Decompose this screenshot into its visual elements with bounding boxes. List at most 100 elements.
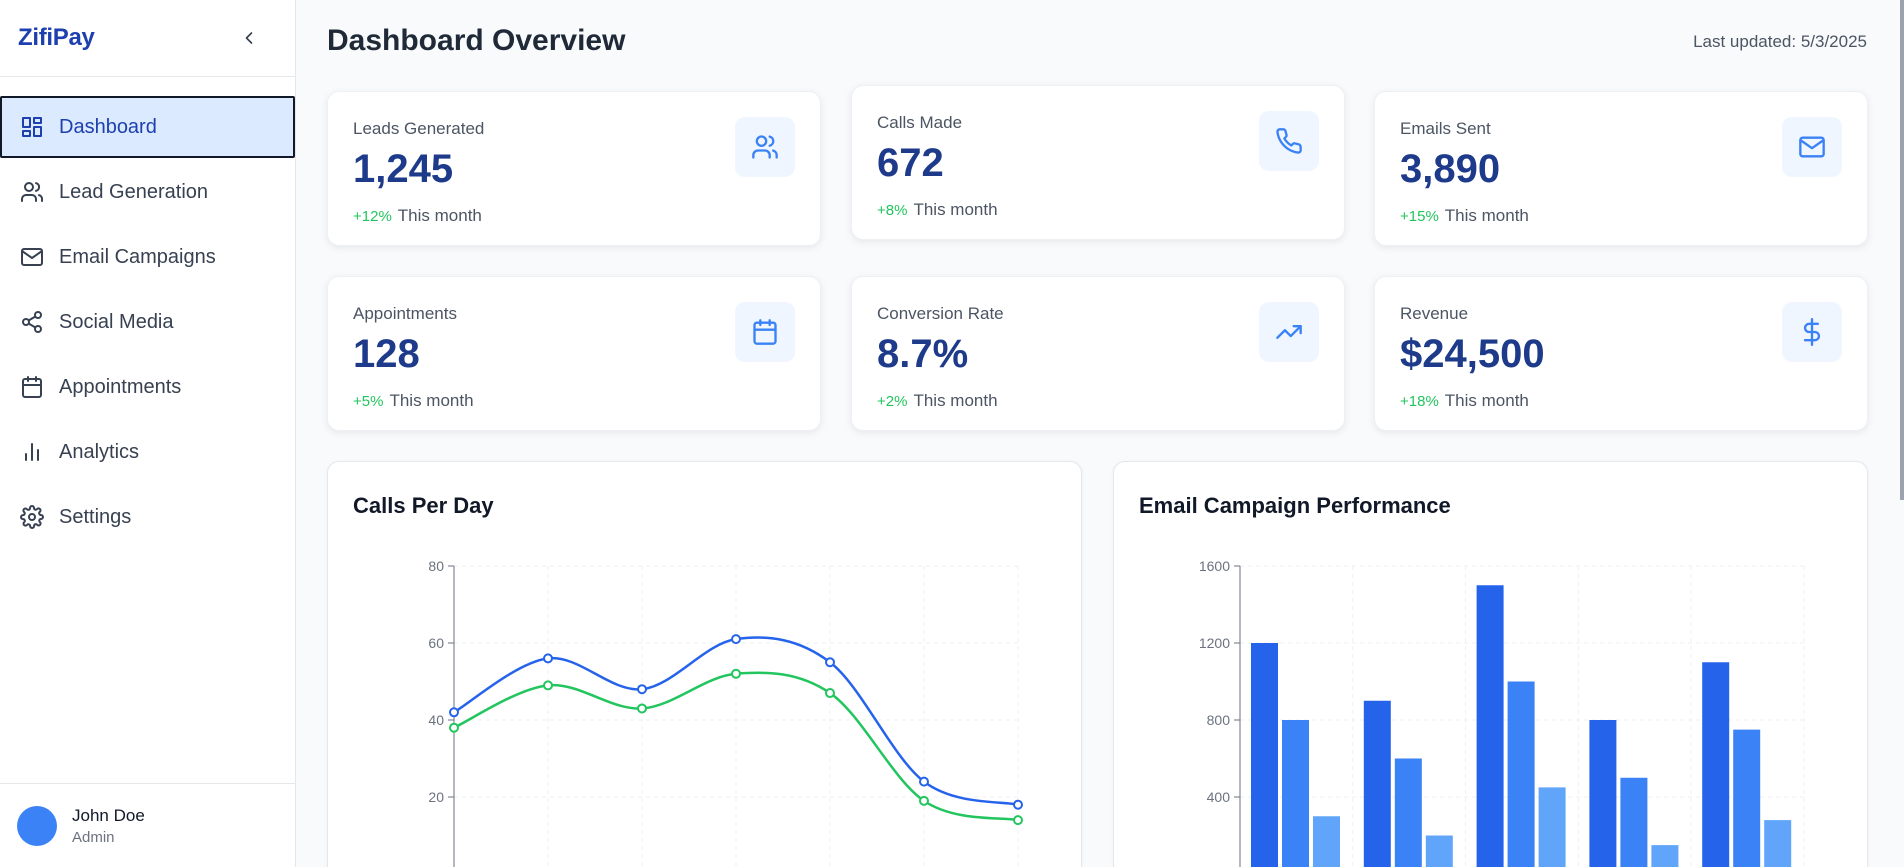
- sidebar-item-lead-generation[interactable]: Lead Generation: [0, 161, 295, 223]
- sidebar-item-label: Social Media: [59, 310, 174, 333]
- page-title: Dashboard Overview: [327, 24, 626, 57]
- stat-delta: +2%: [877, 393, 908, 410]
- share-icon: [20, 310, 44, 334]
- stat-card-revenue: Revenue $24,500 +18% This month: [1374, 276, 1868, 431]
- data-point: [449, 707, 459, 718]
- email-campaign-chart: 400 800 1200 1600: [1199, 558, 1805, 867]
- chart-title: Calls Per Day: [353, 493, 494, 518]
- stat-delta: +8%: [877, 202, 908, 219]
- y-tick-label: 20: [428, 789, 444, 805]
- y-tick-label: 400: [1207, 789, 1231, 805]
- mail-icon: [20, 245, 44, 269]
- collapse-sidebar-button[interactable]: [237, 26, 261, 50]
- stat-card-leads: Leads Generated 1,245 +12% This month: [327, 91, 821, 246]
- stat-value: 1,245: [353, 147, 454, 191]
- y-tick-label: 60: [428, 635, 444, 651]
- sidebar-item-analytics[interactable]: Analytics: [0, 421, 295, 483]
- sidebar: ZifiPay Dashboard Lead Generation Email …: [0, 0, 296, 867]
- bar-chart-icon: [20, 440, 44, 464]
- email-campaign-panel: Email Campaign Performance 400 800 1200 160…: [1113, 461, 1868, 867]
- stat-value: $24,500: [1400, 332, 1545, 376]
- stat-label: Revenue: [1400, 304, 1469, 323]
- bar: [1313, 816, 1340, 867]
- data-point: [543, 680, 553, 691]
- stat-change: +18% This month: [1400, 391, 1529, 411]
- sidebar-item-social-media[interactable]: Social Media: [0, 291, 295, 353]
- data-point: [731, 668, 741, 679]
- data-point: [919, 795, 929, 806]
- gear-icon: [20, 505, 44, 529]
- y-tick-label: 800: [1207, 712, 1231, 728]
- stat-delta: +12%: [353, 208, 392, 225]
- user-profile[interactable]: John Doe Admin: [0, 783, 295, 867]
- sidebar-item-email-campaigns[interactable]: Email Campaigns: [0, 226, 295, 288]
- bar: [1251, 643, 1278, 867]
- stat-delta: +5%: [353, 393, 384, 410]
- scrollbar[interactable]: [1900, 0, 1904, 500]
- chart-title: Email Campaign Performance: [1139, 493, 1451, 518]
- data-point: [731, 634, 741, 645]
- user-role: Admin: [72, 828, 115, 846]
- avatar: [17, 805, 57, 846]
- sidebar-item-label: Email Campaigns: [59, 245, 216, 268]
- y-tick-label: 40: [428, 712, 444, 728]
- sidebar-header: ZifiPay: [0, 0, 295, 77]
- stat-change: +15% This month: [1400, 206, 1529, 226]
- app-logo[interactable]: ZifiPay: [18, 24, 95, 51]
- sidebar-item-settings[interactable]: Settings: [0, 486, 295, 548]
- stat-period: This month: [913, 200, 998, 219]
- sidebar-nav: Dashboard Lead Generation Email Campaign…: [0, 77, 295, 548]
- sidebar-item-label: Appointments: [59, 375, 182, 398]
- stat-change: +8% This month: [877, 200, 998, 220]
- user-name: John Doe: [72, 805, 145, 825]
- stat-change: +12% This month: [353, 206, 482, 226]
- stat-card-calls: Calls Made 672 +8% This month: [851, 85, 1345, 240]
- bar: [1425, 835, 1453, 867]
- bar: [1764, 820, 1792, 867]
- stat-period: This month: [389, 391, 474, 410]
- dollar-icon: [1782, 302, 1842, 362]
- main-content: Dashboard Overview Last updated: 5/3/202…: [297, 0, 1904, 867]
- stat-label: Emails Sent: [1400, 119, 1491, 138]
- bar: [1538, 787, 1566, 867]
- users-icon: [20, 180, 44, 204]
- bar: [1651, 845, 1679, 867]
- stat-label: Leads Generated: [353, 119, 485, 138]
- stat-period: This month: [1444, 206, 1529, 225]
- bar: [1620, 777, 1648, 867]
- stat-change: +5% This month: [353, 391, 474, 411]
- sidebar-item-label: Dashboard: [59, 115, 157, 138]
- sidebar-item-dashboard[interactable]: Dashboard: [0, 96, 295, 158]
- stat-label: Calls Made: [877, 113, 963, 132]
- bar: [1363, 700, 1391, 867]
- sidebar-item-label: Settings: [59, 505, 132, 528]
- last-updated: Last updated: 5/3/2025: [1693, 32, 1867, 51]
- mail-icon: [1782, 117, 1842, 177]
- chevron-left-icon: [245, 32, 253, 44]
- calendar-icon: [20, 375, 44, 399]
- stat-value: 3,890: [1400, 147, 1501, 191]
- data-point: [637, 684, 647, 695]
- calls-per-day-chart: 20 40 60 80: [428, 558, 1023, 867]
- bar: [1702, 662, 1730, 867]
- stat-label: Conversion Rate: [877, 304, 1004, 323]
- y-tick-label: 80: [428, 558, 444, 574]
- data-point: [1013, 815, 1023, 826]
- stat-period: This month: [913, 391, 998, 410]
- bar: [1476, 585, 1504, 867]
- stat-card-emails: Emails Sent 3,890 +15% This month: [1374, 91, 1868, 246]
- stat-delta: +15%: [1400, 208, 1439, 225]
- bar: [1589, 720, 1617, 867]
- stat-card-appointments: Appointments 128 +5% This month: [327, 276, 821, 431]
- sidebar-item-label: Analytics: [59, 440, 140, 463]
- calls-per-day-panel: Calls Per Day 20 40 60 80: [327, 461, 1082, 867]
- data-point: [919, 776, 929, 787]
- sidebar-item-appointments[interactable]: Appointments: [0, 356, 295, 418]
- stat-label: Appointments: [353, 304, 457, 323]
- stat-value: 128: [353, 332, 420, 376]
- trending-up-icon: [1259, 302, 1319, 362]
- data-point: [543, 653, 553, 664]
- data-point: [449, 722, 459, 733]
- y-tick-label: 1200: [1199, 635, 1230, 651]
- dashboard-icon: [20, 115, 44, 139]
